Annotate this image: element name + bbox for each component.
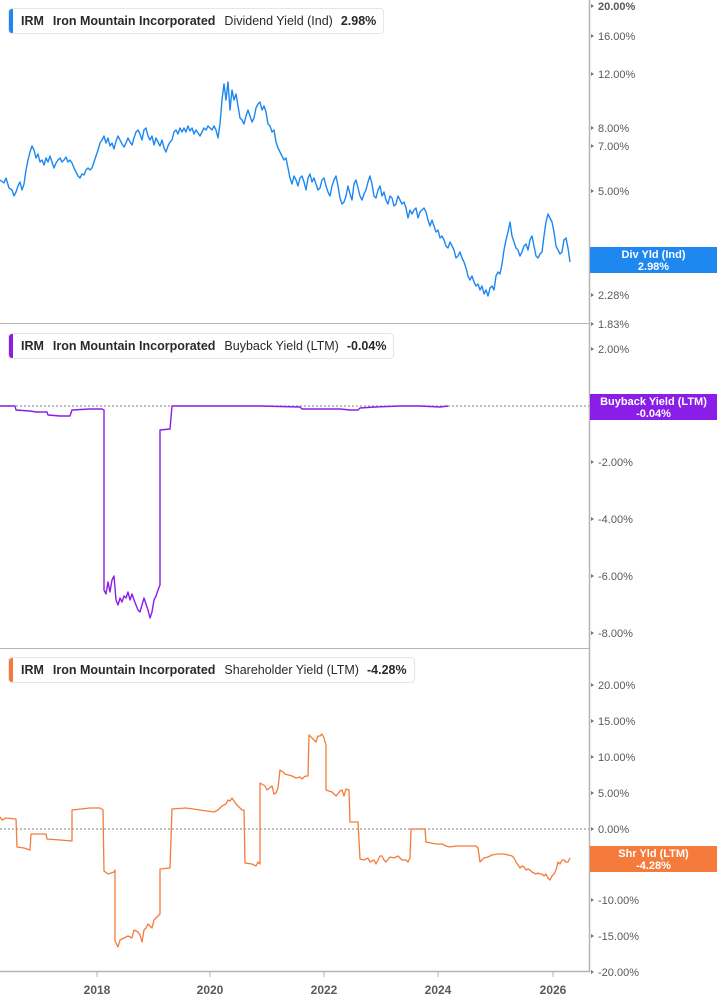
- svg-text:8.00%: 8.00%: [598, 123, 629, 135]
- svg-text:1.83%: 1.83%: [598, 319, 629, 331]
- legend-ticker: IRM: [21, 663, 44, 677]
- svg-text:0.00%: 0.00%: [598, 824, 629, 836]
- legend-value: -0.04%: [346, 339, 387, 353]
- legend-value: -4.28%: [366, 663, 407, 677]
- svg-text:-15.00%: -15.00%: [598, 931, 639, 943]
- svg-text:-6.00%: -6.00%: [598, 571, 633, 583]
- dividend-yield-line: [0, 81, 571, 297]
- legend-buyback-yield: IRM Iron Mountain Incorporated Buyback Y…: [8, 333, 395, 359]
- legend-metric: Buyback Yield (LTM): [224, 339, 339, 353]
- y-axis-ticks-shareholder: 20.00% 15.00% 10.00% 5.00% 0.00% -5.00% …: [591, 680, 639, 979]
- svg-text:5.00%: 5.00%: [598, 186, 629, 198]
- svg-text:5.00%: 5.00%: [598, 788, 629, 800]
- y-axis-ticks-dividend: 20.00% 16.00% 12.00% 8.00% 7.00% 5.00% 3…: [591, 1, 636, 331]
- badge-label: Shr Yld (LTM): [618, 848, 689, 860]
- buyback-yield-line: [0, 405, 449, 619]
- svg-text:12.00%: 12.00%: [598, 69, 636, 81]
- badge-value: -0.04%: [636, 408, 671, 420]
- svg-text:-10.00%: -10.00%: [598, 895, 639, 907]
- svg-text:2.00%: 2.00%: [598, 344, 629, 356]
- svg-text:15.00%: 15.00%: [598, 716, 636, 728]
- shareholder-yield-line: [0, 733, 571, 948]
- svg-text:7.00%: 7.00%: [598, 141, 629, 153]
- svg-text:2018: 2018: [84, 983, 111, 997]
- legend-company: Iron Mountain Incorporated: [52, 339, 216, 353]
- badge-buyback-yield: Buyback Yield (LTM) -0.04%: [590, 394, 717, 420]
- badge-label: Div Yld (Ind): [621, 249, 686, 261]
- svg-text:20.00%: 20.00%: [598, 1, 636, 13]
- legend-value: 2.98%: [340, 14, 377, 28]
- svg-text:10.00%: 10.00%: [598, 752, 636, 764]
- legend-company: Iron Mountain Incorporated: [52, 663, 216, 677]
- badge-value: -4.28%: [636, 860, 671, 872]
- svg-text:16.00%: 16.00%: [598, 31, 636, 43]
- svg-text:2022: 2022: [311, 983, 338, 997]
- legend-shareholder-yield: IRM Iron Mountain Incorporated Sharehold…: [8, 657, 415, 683]
- badge-dividend-yield: Div Yld (Ind) 2.98%: [590, 247, 717, 273]
- y-axis-ticks-buyback: 2.00% 0.00% -2.00% -4.00% -6.00% -8.00%: [591, 344, 633, 640]
- svg-text:2026: 2026: [540, 983, 567, 997]
- svg-text:-20.00%: -20.00%: [598, 967, 639, 979]
- legend-dividend-yield: IRM Iron Mountain Incorporated Dividend …: [8, 8, 385, 34]
- svg-text:-2.00%: -2.00%: [598, 457, 633, 469]
- legend-company: Iron Mountain Incorporated: [52, 14, 216, 28]
- legend-metric: Shareholder Yield (LTM): [224, 663, 359, 677]
- svg-text:2020: 2020: [197, 983, 224, 997]
- legend-color-swatch: [9, 658, 13, 682]
- legend-ticker: IRM: [21, 339, 44, 353]
- badge-label: Buyback Yield (LTM): [600, 396, 707, 408]
- svg-text:20.00%: 20.00%: [598, 680, 636, 692]
- svg-text:2024: 2024: [425, 983, 452, 997]
- legend-metric: Dividend Yield (Ind): [224, 14, 333, 28]
- legend-color-swatch: [9, 9, 13, 33]
- badge-shareholder-yield: Shr Yld (LTM) -4.28%: [590, 846, 717, 872]
- svg-text:-4.00%: -4.00%: [598, 514, 633, 526]
- svg-text:2.28%: 2.28%: [598, 290, 629, 302]
- badge-value: 2.98%: [637, 261, 670, 273]
- legend-ticker: IRM: [21, 14, 44, 28]
- svg-text:-8.00%: -8.00%: [598, 628, 633, 640]
- x-axis-ticks: 2018 2020 2022 2024 2026: [84, 972, 567, 997]
- legend-color-swatch: [9, 334, 13, 358]
